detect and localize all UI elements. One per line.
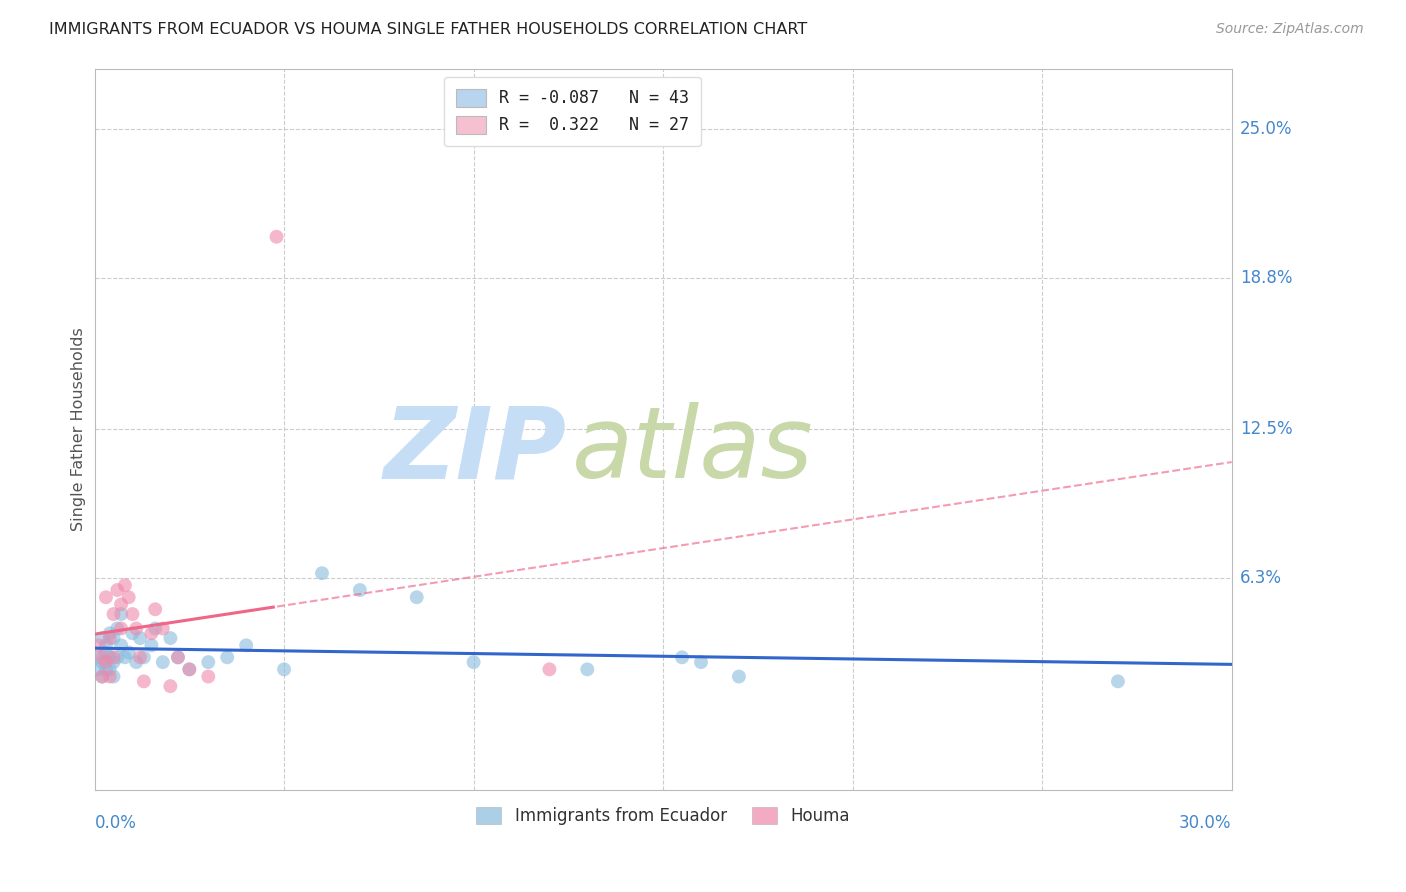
- Point: [217, 650, 239, 665]
- Point: [538, 662, 561, 676]
- Text: Source: ZipAtlas.com: Source: ZipAtlas.com: [1216, 22, 1364, 37]
- Text: 18.8%: 18.8%: [1240, 268, 1292, 286]
- Point: [110, 598, 132, 612]
- Point: [266, 229, 288, 244]
- Text: ZIP: ZIP: [384, 402, 567, 500]
- Text: 0.0%: 0.0%: [94, 814, 136, 832]
- Point: [132, 674, 155, 689]
- Text: IMMIGRANTS FROM ECUADOR VS HOUMA SINGLE FATHER HOUSEHOLDS CORRELATION CHART: IMMIGRANTS FROM ECUADOR VS HOUMA SINGLE …: [49, 22, 807, 37]
- Point: [311, 566, 333, 581]
- Point: [105, 622, 128, 636]
- Point: [103, 650, 125, 665]
- Point: [110, 622, 132, 636]
- Point: [405, 591, 427, 605]
- Point: [105, 650, 128, 665]
- Text: 6.3%: 6.3%: [1240, 569, 1282, 587]
- Point: [121, 607, 143, 621]
- Point: [129, 650, 152, 665]
- Point: [690, 655, 713, 669]
- Point: [121, 626, 143, 640]
- Point: [125, 655, 148, 669]
- Point: [114, 650, 136, 665]
- Point: [94, 655, 117, 669]
- Point: [98, 626, 121, 640]
- Point: [91, 650, 114, 665]
- Point: [576, 662, 599, 676]
- Point: [273, 662, 295, 676]
- Point: [110, 638, 132, 652]
- Point: [98, 650, 121, 665]
- Point: [103, 655, 125, 669]
- Legend: Immigrants from Ecuador, Houma: Immigrants from Ecuador, Houma: [470, 800, 856, 831]
- Point: [91, 669, 114, 683]
- Point: [103, 607, 125, 621]
- Point: [87, 650, 110, 665]
- Point: [98, 669, 121, 683]
- Point: [103, 669, 125, 683]
- Text: 30.0%: 30.0%: [1180, 814, 1232, 832]
- Point: [728, 669, 751, 683]
- Point: [235, 638, 257, 652]
- Point: [143, 602, 166, 616]
- Point: [91, 655, 114, 669]
- Point: [94, 646, 117, 660]
- Text: 25.0%: 25.0%: [1240, 120, 1292, 137]
- Point: [349, 582, 371, 597]
- Point: [159, 631, 181, 645]
- Point: [463, 655, 485, 669]
- Point: [105, 582, 128, 597]
- Point: [159, 679, 181, 693]
- Point: [118, 646, 141, 660]
- Point: [1107, 674, 1129, 689]
- Point: [110, 607, 132, 621]
- Y-axis label: Single Father Households: Single Father Households: [72, 327, 86, 531]
- Point: [125, 622, 148, 636]
- Point: [94, 591, 117, 605]
- Point: [197, 655, 219, 669]
- Point: [132, 650, 155, 665]
- Point: [152, 622, 174, 636]
- Point: [143, 622, 166, 636]
- Point: [141, 638, 163, 652]
- Point: [98, 631, 121, 645]
- Point: [179, 662, 201, 676]
- Text: atlas: atlas: [572, 402, 814, 500]
- Text: 12.5%: 12.5%: [1240, 420, 1292, 438]
- Point: [91, 669, 114, 683]
- Point: [152, 655, 174, 669]
- Point: [94, 638, 117, 652]
- Point: [91, 631, 114, 645]
- Point: [98, 662, 121, 676]
- Point: [114, 578, 136, 592]
- Point: [87, 638, 110, 652]
- Point: [167, 650, 190, 665]
- Point: [197, 669, 219, 683]
- Point: [94, 662, 117, 676]
- Point: [179, 662, 201, 676]
- Point: [103, 631, 125, 645]
- Point: [671, 650, 693, 665]
- Point: [118, 591, 141, 605]
- Point: [141, 626, 163, 640]
- Point: [167, 650, 190, 665]
- Point: [129, 631, 152, 645]
- Point: [87, 662, 110, 676]
